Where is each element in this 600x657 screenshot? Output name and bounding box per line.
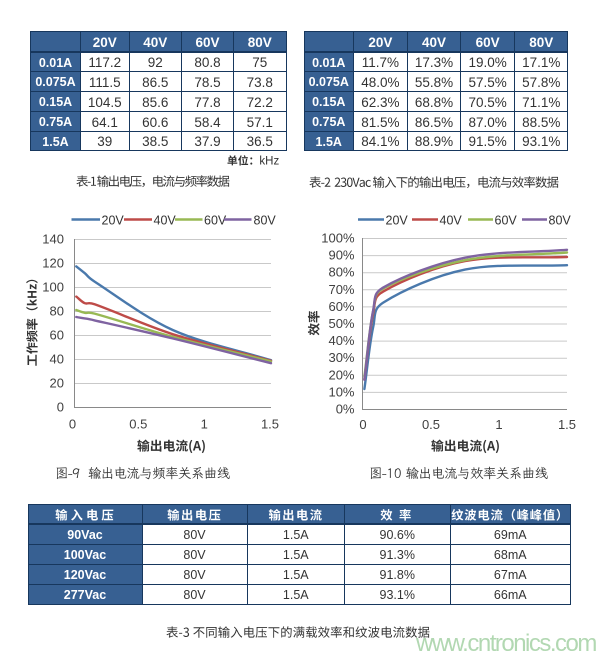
svg-text:40: 40: [50, 352, 64, 367]
svg-text:1: 1: [495, 417, 502, 432]
svg-text:30%: 30%: [328, 350, 354, 365]
svg-text:60%: 60%: [328, 299, 354, 314]
svg-text:20V: 20V: [102, 214, 125, 228]
svg-text:60V: 60V: [204, 214, 227, 228]
svg-text:0: 0: [69, 417, 76, 432]
svg-text:80%: 80%: [328, 265, 354, 280]
svg-text:1.5: 1.5: [261, 417, 279, 432]
svg-text:40%: 40%: [328, 333, 354, 348]
svg-text:60V: 60V: [495, 214, 518, 228]
svg-text:0: 0: [57, 400, 64, 415]
svg-text:80V: 80V: [549, 214, 572, 228]
svg-text:70%: 70%: [328, 282, 354, 297]
svg-text:140: 140: [42, 232, 64, 247]
svg-text:50%: 50%: [328, 316, 354, 331]
svg-text:100: 100: [42, 280, 64, 295]
svg-text:0%: 0%: [336, 402, 355, 417]
svg-text:0: 0: [359, 417, 366, 432]
svg-text:120: 120: [42, 256, 64, 271]
svg-text:20V: 20V: [386, 214, 409, 228]
svg-text:20%: 20%: [328, 367, 354, 382]
svg-text:0.5: 0.5: [129, 417, 147, 432]
svg-text:20: 20: [50, 376, 64, 391]
svg-text:80: 80: [50, 304, 64, 319]
svg-text:90%: 90%: [328, 248, 354, 263]
svg-text:1.5: 1.5: [558, 417, 576, 432]
svg-text:1: 1: [201, 417, 208, 432]
svg-text:40V: 40V: [440, 214, 463, 228]
svg-text:40V: 40V: [154, 214, 177, 228]
svg-text:kHz: kHz: [259, 156, 279, 168]
svg-text:100%: 100%: [321, 231, 355, 246]
svg-text:0.5: 0.5: [422, 417, 440, 432]
svg-text:10%: 10%: [328, 384, 354, 399]
svg-text:60: 60: [50, 328, 64, 343]
svg-text:80V: 80V: [254, 214, 277, 228]
